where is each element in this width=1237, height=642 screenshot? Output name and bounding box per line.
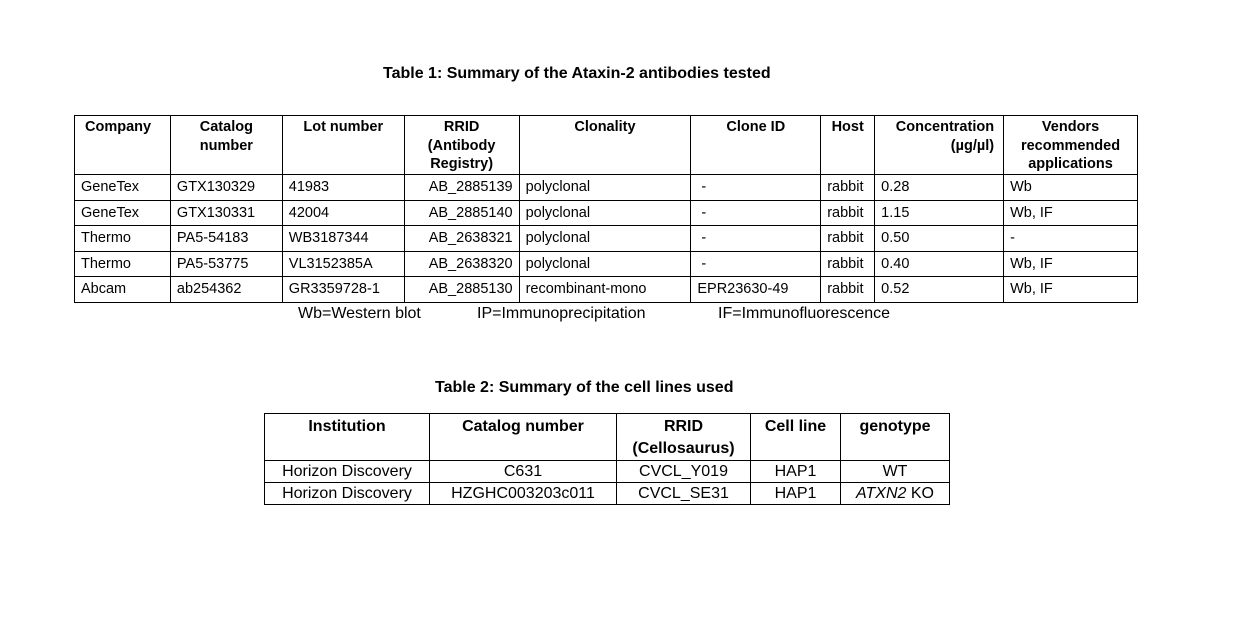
cell-genotype: WT bbox=[840, 460, 950, 483]
cell-applications: Wb bbox=[1003, 174, 1138, 201]
cell-host: rabbit bbox=[820, 250, 876, 277]
header-host: Host bbox=[820, 115, 876, 175]
genotype-suffix: KO bbox=[906, 485, 934, 502]
header-catalog-number: Catalog number bbox=[169, 115, 283, 175]
cell-applications: Wb, IF bbox=[1003, 199, 1138, 226]
cell-catalog: HZGHC003203c011 bbox=[429, 482, 617, 505]
cell-host: rabbit bbox=[820, 199, 876, 226]
cell-clonality: polyclonal bbox=[518, 174, 692, 201]
antibodies-table: Company Catalog number Lot number RRID (An… bbox=[74, 115, 1138, 303]
cell-clonality: recombinant-mono bbox=[518, 276, 692, 303]
cell-catalog: GTX130329 bbox=[169, 174, 283, 201]
cell-lines-table: Institution Catalog number RRID (Cellosau… bbox=[264, 413, 950, 505]
cell-host: rabbit bbox=[820, 276, 876, 303]
cell-rrid: AB_2638320 bbox=[403, 250, 520, 277]
table-row: Abcam ab254362 GR3359728-1 AB_2885130 re… bbox=[74, 276, 1138, 303]
table-row: Thermo PA5-53775 VL3152385A AB_2638320 p… bbox=[74, 250, 1138, 277]
cell-company: GeneTex bbox=[74, 174, 171, 201]
cell-clone-id: - bbox=[690, 250, 822, 277]
cell-applications: - bbox=[1003, 225, 1138, 252]
cell-genotype: ATXN2 KO bbox=[840, 482, 950, 505]
cell-clone-id: - bbox=[690, 225, 822, 252]
cell-rrid: AB_2885130 bbox=[403, 276, 520, 303]
cell-rrid: AB_2885139 bbox=[403, 174, 520, 201]
header-rrid: RRID (Antibody Registry) bbox=[403, 115, 520, 175]
cell-concentration: 1.15 bbox=[874, 199, 1005, 226]
header-clonality: Clonality bbox=[518, 115, 692, 175]
header-company: Company bbox=[74, 115, 171, 175]
header-cell-line: Cell line bbox=[750, 413, 841, 461]
cell-clonality: polyclonal bbox=[518, 250, 692, 277]
table-row: GeneTex GTX130331 42004 AB_2885140 polyc… bbox=[74, 199, 1138, 226]
header-vendor-applications: Vendors recommended applications bbox=[1003, 115, 1138, 175]
cell-concentration: 0.28 bbox=[874, 174, 1005, 201]
cell-applications: Wb, IF bbox=[1003, 276, 1138, 303]
table-row: GeneTex GTX130329 41983 AB_2885139 polyc… bbox=[74, 174, 1138, 201]
cell-lot: 41983 bbox=[281, 174, 405, 201]
cell-catalog: C631 bbox=[429, 460, 617, 483]
cell-clone-id: - bbox=[690, 199, 822, 226]
header-clone-id: Clone ID bbox=[690, 115, 822, 175]
header-institution: Institution bbox=[264, 413, 430, 461]
cell-rrid: CVCL_SE31 bbox=[616, 482, 751, 505]
cell-cell-line: HAP1 bbox=[750, 482, 841, 505]
table2-header-row: Institution Catalog number RRID (Cellosau… bbox=[264, 413, 950, 461]
table1-title: Table 1: Summary of the Ataxin-2 antibod… bbox=[383, 65, 771, 82]
header-concentration: Concentration (µg/µl) bbox=[874, 115, 1005, 175]
cell-institution: Horizon Discovery bbox=[264, 460, 430, 483]
cell-clonality: polyclonal bbox=[518, 199, 692, 226]
cell-rrid: AB_2638321 bbox=[403, 225, 520, 252]
cell-lot: WB3187344 bbox=[281, 225, 405, 252]
cell-company: Thermo bbox=[74, 250, 171, 277]
cell-rrid: CVCL_Y019 bbox=[616, 460, 751, 483]
cell-clonality: polyclonal bbox=[518, 225, 692, 252]
cell-concentration: 0.40 bbox=[874, 250, 1005, 277]
header-lot-number: Lot number bbox=[281, 115, 405, 175]
cell-company: GeneTex bbox=[74, 199, 171, 226]
cell-concentration: 0.52 bbox=[874, 276, 1005, 303]
cell-institution: Horizon Discovery bbox=[264, 482, 430, 505]
cell-lot: VL3152385A bbox=[281, 250, 405, 277]
cell-host: rabbit bbox=[820, 174, 876, 201]
header-catalog-number: Catalog number bbox=[429, 413, 617, 461]
cell-lot: GR3359728-1 bbox=[281, 276, 405, 303]
legend-immunofluorescence: IF=Immunofluorescence bbox=[718, 305, 891, 322]
legend-western-blot: Wb=Western blot bbox=[298, 305, 421, 322]
cell-cell-line: HAP1 bbox=[750, 460, 841, 483]
genotype-gene: ATXN2 bbox=[856, 485, 907, 502]
table-row: Horizon Discovery HZGHC003203c011 CVCL_S… bbox=[264, 482, 950, 505]
cell-company: Thermo bbox=[74, 225, 171, 252]
cell-catalog: PA5-54183 bbox=[169, 225, 283, 252]
header-genotype: genotype bbox=[840, 413, 950, 461]
legend-immunoprecipitation: IP=Immunoprecipitation bbox=[477, 305, 646, 322]
cell-catalog: PA5-53775 bbox=[169, 250, 283, 277]
cell-clone-id: - bbox=[690, 174, 822, 201]
cell-concentration: 0.50 bbox=[874, 225, 1005, 252]
cell-clone-id: EPR23630-49 bbox=[690, 276, 822, 303]
header-rrid: RRID (Cellosaurus) bbox=[616, 413, 751, 461]
table-row: Thermo PA5-54183 WB3187344 AB_2638321 po… bbox=[74, 225, 1138, 252]
table1-header-row: Company Catalog number Lot number RRID (An… bbox=[74, 115, 1138, 175]
table2-title: Table 2: Summary of the cell lines used bbox=[435, 379, 734, 396]
table-row: Horizon Discovery C631 CVCL_Y019 HAP1 WT bbox=[264, 460, 950, 483]
cell-host: rabbit bbox=[820, 225, 876, 252]
cell-catalog: ab254362 bbox=[169, 276, 283, 303]
cell-lot: 42004 bbox=[281, 199, 405, 226]
cell-applications: Wb, IF bbox=[1003, 250, 1138, 277]
cell-rrid: AB_2885140 bbox=[403, 199, 520, 226]
cell-company: Abcam bbox=[74, 276, 171, 303]
cell-catalog: GTX130331 bbox=[169, 199, 283, 226]
